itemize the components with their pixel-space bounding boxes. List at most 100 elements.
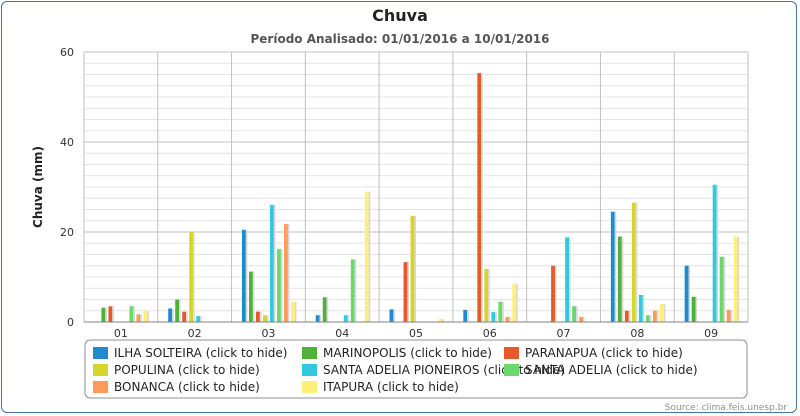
bar-fill[interactable]: [196, 316, 201, 322]
legend-label[interactable]: SANTA ADELIA (click to hide): [525, 363, 698, 377]
bar-fill[interactable]: [101, 307, 106, 322]
bar-fill[interactable]: [136, 314, 141, 322]
bar[interactable]: [182, 311, 188, 322]
bar-fill[interactable]: [631, 202, 636, 322]
bar[interactable]: [645, 315, 652, 322]
legend-label[interactable]: ITAPURA (click to hide): [323, 380, 459, 394]
bar[interactable]: [624, 310, 631, 322]
bar[interactable]: [284, 223, 290, 322]
bar-fill[interactable]: [270, 205, 274, 322]
bar[interactable]: [168, 308, 174, 323]
bar[interactable]: [726, 309, 733, 322]
legend-swatch[interactable]: [302, 381, 317, 393]
bar-fill[interactable]: [565, 237, 569, 322]
bar-fill[interactable]: [652, 310, 657, 322]
bar[interactable]: [565, 237, 571, 322]
legend-swatch[interactable]: [504, 347, 519, 359]
bar[interactable]: [343, 315, 350, 322]
bar[interactable]: [638, 295, 645, 322]
bar-fill[interactable]: [189, 232, 194, 322]
legend-item[interactable]: PARANAPUA (click to hide): [504, 346, 683, 360]
bar[interactable]: [505, 317, 511, 322]
bar-fill[interactable]: [322, 297, 327, 322]
bar[interactable]: [498, 301, 504, 322]
bar-fill[interactable]: [726, 309, 731, 322]
bar-fill[interactable]: [343, 315, 348, 322]
bar[interactable]: [484, 268, 490, 322]
bar-fill[interactable]: [484, 268, 489, 322]
bar[interactable]: [189, 232, 195, 322]
bar[interactable]: [712, 184, 719, 322]
bar-fill[interactable]: [463, 309, 468, 322]
bar[interactable]: [631, 202, 638, 322]
bar-fill[interactable]: [491, 312, 496, 322]
bar-fill[interactable]: [284, 223, 288, 322]
bar-fill[interactable]: [129, 306, 134, 322]
bar[interactable]: [610, 211, 617, 322]
legend-swatch[interactable]: [93, 347, 108, 359]
bar-fill[interactable]: [263, 315, 267, 322]
bar-fill[interactable]: [505, 317, 510, 322]
bar-fill[interactable]: [403, 262, 408, 322]
bar-fill[interactable]: [659, 304, 664, 322]
bar-fill[interactable]: [277, 249, 281, 322]
bar[interactable]: [241, 229, 248, 322]
bar-fill[interactable]: [691, 296, 696, 322]
bar[interactable]: [136, 314, 142, 322]
bar[interactable]: [477, 73, 483, 323]
bar[interactable]: [512, 283, 518, 322]
bar[interactable]: [733, 236, 740, 323]
bar-fill[interactable]: [168, 308, 173, 323]
bar-fill[interactable]: [389, 309, 394, 322]
bar-fill[interactable]: [175, 299, 180, 323]
credits-text[interactable]: Source: clima.feis.unesp.br: [665, 403, 788, 413]
legend-swatch[interactable]: [302, 364, 317, 376]
legend-label[interactable]: POPULINA (click to hide): [114, 363, 260, 377]
bar-fill[interactable]: [350, 259, 355, 322]
bar-fill[interactable]: [108, 306, 113, 322]
bar-fill[interactable]: [438, 318, 443, 322]
bar-fill[interactable]: [477, 73, 482, 323]
bar[interactable]: [263, 315, 269, 322]
legend-label[interactable]: MARINOPOLIS (click to hide): [323, 346, 492, 360]
bar[interactable]: [101, 307, 107, 322]
bar-fill[interactable]: [684, 265, 689, 322]
bar[interactable]: [270, 205, 276, 322]
bar-fill[interactable]: [645, 315, 650, 322]
legend-item[interactable]: SANTA ADELIA (click to hide): [504, 363, 698, 377]
legend-swatch[interactable]: [93, 381, 108, 393]
bar[interactable]: [572, 306, 578, 322]
bar-fill[interactable]: [551, 265, 555, 322]
legend-label[interactable]: PARANAPUA (click to hide): [525, 346, 683, 360]
bar[interactable]: [364, 191, 371, 323]
bar-fill[interactable]: [572, 306, 576, 322]
legend-label[interactable]: BONANCA (click to hide): [114, 380, 260, 394]
legend-item[interactable]: ITAPURA (click to hide): [302, 380, 459, 394]
bar[interactable]: [719, 256, 726, 322]
bar[interactable]: [277, 249, 283, 322]
bar[interactable]: [256, 311, 262, 322]
bar-fill[interactable]: [719, 256, 724, 322]
bar[interactable]: [291, 301, 297, 322]
bar[interactable]: [652, 310, 659, 322]
bar[interactable]: [491, 312, 497, 322]
bar-fill[interactable]: [512, 283, 517, 322]
bar-fill[interactable]: [364, 191, 369, 323]
bar-fill[interactable]: [241, 229, 246, 322]
bar[interactable]: [129, 306, 135, 322]
legend-item[interactable]: MARINOPOLIS (click to hide): [302, 346, 492, 360]
bar-fill[interactable]: [579, 317, 584, 322]
bar-fill[interactable]: [143, 311, 148, 322]
bar[interactable]: [551, 265, 557, 322]
bar[interactable]: [684, 265, 691, 322]
bar-fill[interactable]: [712, 184, 717, 322]
bar[interactable]: [617, 236, 624, 323]
bar-fill[interactable]: [624, 310, 629, 322]
bar[interactable]: [350, 259, 357, 322]
bar[interactable]: [315, 315, 322, 322]
legend-label[interactable]: ILHA SOLTEIRA (click to hide): [114, 346, 287, 360]
bar-fill[interactable]: [291, 301, 295, 322]
bar-fill[interactable]: [610, 211, 615, 322]
bar-fill[interactable]: [498, 301, 503, 322]
bar[interactable]: [410, 215, 417, 322]
